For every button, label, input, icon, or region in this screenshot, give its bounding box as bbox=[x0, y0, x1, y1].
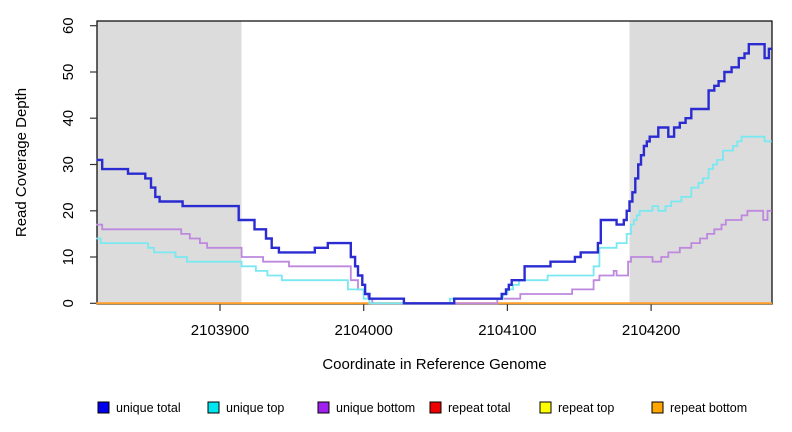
y-tick-label: 0 bbox=[60, 299, 77, 307]
legend-label-unique-top: unique top bbox=[226, 401, 284, 415]
y-tick-label: 50 bbox=[60, 64, 77, 81]
legend-swatch-unique-bottom bbox=[317, 401, 330, 414]
legend-swatch-repeat-total bbox=[429, 401, 442, 414]
x-tick-label: 2104000 bbox=[334, 322, 392, 339]
legend-swatch-repeat-bottom bbox=[651, 401, 664, 414]
x-tick-label: 2104200 bbox=[622, 322, 680, 339]
y-tick-label: 60 bbox=[60, 17, 77, 34]
legend-label-repeat-bottom: repeat bottom bbox=[670, 401, 747, 415]
y-tick-label: 40 bbox=[60, 110, 77, 127]
legend-label-repeat-total: repeat total bbox=[448, 401, 511, 415]
legend-label-unique-bottom: unique bottom bbox=[336, 401, 415, 415]
legend-label-repeat-top: repeat top bbox=[558, 401, 614, 415]
legend-swatch-unique-total bbox=[97, 401, 110, 414]
y-tick-label: 20 bbox=[60, 202, 77, 219]
x-tick-label: 2103900 bbox=[191, 322, 249, 339]
y-axis-title: Read Coverage Depth bbox=[13, 88, 30, 237]
legend-label-unique-total: unique total bbox=[116, 401, 181, 415]
shaded-region-1 bbox=[629, 21, 772, 303]
legend-swatch-unique-top bbox=[207, 401, 220, 414]
shaded-region-0 bbox=[96, 21, 242, 303]
y-tick-label: 30 bbox=[60, 156, 77, 173]
series-line-unique-top bbox=[96, 135, 772, 305]
x-tick-label: 2104100 bbox=[478, 322, 536, 339]
y-tick-label: 10 bbox=[60, 249, 77, 266]
series-line-unique-total bbox=[96, 43, 772, 305]
legend-swatch-repeat-top bbox=[539, 401, 552, 414]
x-axis-title: Coordinate in Reference Genome bbox=[322, 356, 546, 373]
series-line-unique-bottom bbox=[96, 209, 772, 305]
